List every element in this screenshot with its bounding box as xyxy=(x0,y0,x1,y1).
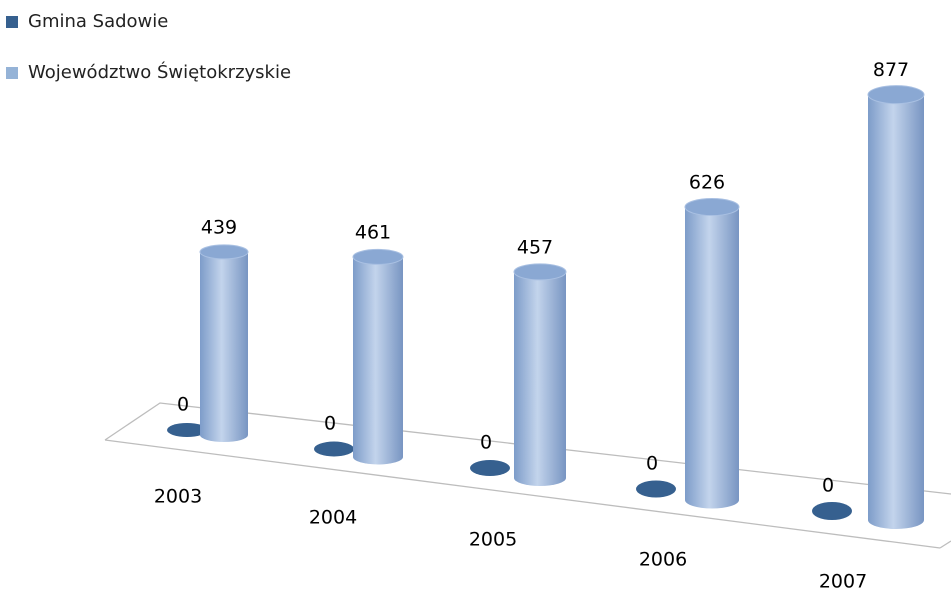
cylinder-top xyxy=(199,244,249,260)
cylinder xyxy=(314,441,354,457)
cylinder xyxy=(685,207,739,509)
data-label: 0 xyxy=(324,413,336,435)
data-label: 439 xyxy=(201,216,237,238)
data-label: 0 xyxy=(480,432,492,454)
legend-label: Gmina Sadowie xyxy=(28,11,168,32)
legend-swatch xyxy=(6,16,18,28)
legend-label: Województwo Świętokrzyskie xyxy=(28,61,291,83)
data-label: 461 xyxy=(355,221,391,243)
legend-swatch xyxy=(6,67,18,79)
cylinder-top xyxy=(513,263,567,281)
cylinder-top xyxy=(684,198,740,217)
data-label: 0 xyxy=(177,394,189,416)
cylinder xyxy=(812,502,852,520)
x-tick-label: 2003 xyxy=(154,486,202,508)
cylinder xyxy=(353,256,403,465)
cylinder xyxy=(167,423,207,437)
data-label: 457 xyxy=(517,236,553,258)
cylinder xyxy=(514,271,566,486)
cylinder xyxy=(470,460,510,476)
cylinder-top xyxy=(867,85,925,105)
data-label: 0 xyxy=(646,453,658,475)
x-tick-label: 2007 xyxy=(819,571,867,592)
data-label: 0 xyxy=(822,475,834,497)
cylinder-top xyxy=(352,248,404,265)
data-label: 626 xyxy=(689,172,725,194)
x-tick-label: 2004 xyxy=(309,507,357,529)
data-label: 877 xyxy=(873,59,909,81)
cylinder xyxy=(200,251,248,442)
x-tick-label: 2005 xyxy=(469,529,517,551)
cylinder xyxy=(636,480,676,498)
cylinder xyxy=(868,94,924,529)
x-tick-label: 2006 xyxy=(639,549,687,571)
